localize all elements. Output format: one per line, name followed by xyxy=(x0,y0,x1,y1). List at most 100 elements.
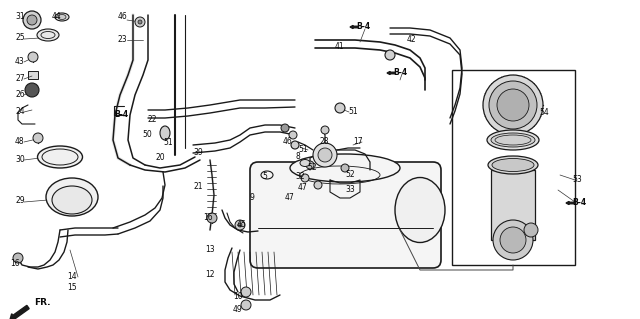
Text: 53: 53 xyxy=(572,175,582,184)
Circle shape xyxy=(385,50,395,60)
Circle shape xyxy=(241,300,251,310)
Ellipse shape xyxy=(52,186,92,214)
Text: FR.: FR. xyxy=(34,298,51,307)
Circle shape xyxy=(500,227,526,253)
Ellipse shape xyxy=(290,154,400,182)
Text: 44: 44 xyxy=(52,12,61,21)
Circle shape xyxy=(493,220,533,260)
Text: 46: 46 xyxy=(118,12,128,21)
Text: 32: 32 xyxy=(295,172,305,181)
Circle shape xyxy=(335,103,345,113)
Text: 46: 46 xyxy=(283,137,292,146)
Circle shape xyxy=(25,83,39,97)
Text: 45: 45 xyxy=(237,220,247,229)
Bar xyxy=(452,70,575,265)
Text: 24: 24 xyxy=(15,107,24,116)
Text: 30: 30 xyxy=(15,155,25,164)
Circle shape xyxy=(497,89,529,121)
Ellipse shape xyxy=(58,14,66,19)
Bar xyxy=(28,71,38,79)
Circle shape xyxy=(27,15,37,25)
Text: 8: 8 xyxy=(296,152,301,161)
Circle shape xyxy=(135,17,145,27)
Text: B-4: B-4 xyxy=(356,22,370,31)
Ellipse shape xyxy=(300,160,310,167)
Text: 52: 52 xyxy=(307,163,317,172)
Text: 16: 16 xyxy=(203,213,212,222)
Text: 47: 47 xyxy=(298,183,308,192)
Text: 39: 39 xyxy=(193,148,203,157)
Circle shape xyxy=(524,223,538,237)
Circle shape xyxy=(489,81,537,129)
Ellipse shape xyxy=(37,29,59,41)
Text: 41: 41 xyxy=(335,42,344,51)
Text: 20: 20 xyxy=(155,153,164,162)
Text: 22: 22 xyxy=(148,115,157,124)
FancyArrow shape xyxy=(10,305,29,319)
Circle shape xyxy=(207,213,217,223)
Text: 25: 25 xyxy=(15,33,24,42)
Circle shape xyxy=(235,220,245,230)
Text: 13: 13 xyxy=(205,245,214,254)
Circle shape xyxy=(314,181,322,189)
Circle shape xyxy=(13,253,23,263)
Text: 33: 33 xyxy=(345,185,355,194)
Ellipse shape xyxy=(55,13,69,21)
Text: 10: 10 xyxy=(233,292,243,301)
Ellipse shape xyxy=(488,156,538,174)
Text: 16: 16 xyxy=(10,259,20,268)
Text: 43: 43 xyxy=(15,57,25,66)
Circle shape xyxy=(238,223,242,227)
Circle shape xyxy=(241,287,251,297)
Text: 17: 17 xyxy=(353,137,363,146)
FancyArrow shape xyxy=(566,202,574,204)
Ellipse shape xyxy=(160,126,170,140)
Text: 12: 12 xyxy=(205,270,214,279)
Text: 29: 29 xyxy=(15,196,24,205)
Ellipse shape xyxy=(38,146,83,168)
Text: 28: 28 xyxy=(320,137,330,146)
Circle shape xyxy=(28,52,38,62)
Circle shape xyxy=(483,75,543,135)
Text: 49: 49 xyxy=(233,305,243,314)
Ellipse shape xyxy=(492,159,534,172)
Circle shape xyxy=(318,148,332,162)
Text: B-4: B-4 xyxy=(393,68,407,77)
Text: 50: 50 xyxy=(142,130,152,139)
Text: 31: 31 xyxy=(15,12,24,21)
Circle shape xyxy=(281,124,289,132)
FancyBboxPatch shape xyxy=(250,162,441,268)
Text: 52: 52 xyxy=(345,170,355,179)
Circle shape xyxy=(138,20,142,24)
Text: 42: 42 xyxy=(407,35,417,44)
Text: 9: 9 xyxy=(249,193,254,202)
Circle shape xyxy=(313,143,337,167)
Text: 26: 26 xyxy=(15,90,24,99)
FancyArrow shape xyxy=(350,26,358,28)
Circle shape xyxy=(301,174,309,182)
Circle shape xyxy=(23,11,41,29)
Text: 48: 48 xyxy=(15,137,24,146)
FancyArrow shape xyxy=(387,71,395,75)
Text: 14: 14 xyxy=(67,272,77,281)
Text: 23: 23 xyxy=(118,35,127,44)
Text: 51: 51 xyxy=(163,138,173,147)
Ellipse shape xyxy=(395,177,445,242)
Circle shape xyxy=(321,126,329,134)
Text: 15: 15 xyxy=(67,283,77,292)
Ellipse shape xyxy=(491,133,535,147)
Text: B-4: B-4 xyxy=(572,198,586,207)
Bar xyxy=(491,170,535,240)
Ellipse shape xyxy=(487,130,539,150)
Text: 51: 51 xyxy=(298,145,308,154)
Text: 21: 21 xyxy=(193,182,202,191)
Ellipse shape xyxy=(46,178,98,216)
Text: 51: 51 xyxy=(348,107,358,116)
Circle shape xyxy=(306,161,314,169)
Text: 5: 5 xyxy=(262,172,267,181)
Text: B-4: B-4 xyxy=(114,110,128,119)
Text: 47: 47 xyxy=(285,193,295,202)
Circle shape xyxy=(33,133,43,143)
Circle shape xyxy=(291,141,299,149)
Circle shape xyxy=(341,164,349,172)
